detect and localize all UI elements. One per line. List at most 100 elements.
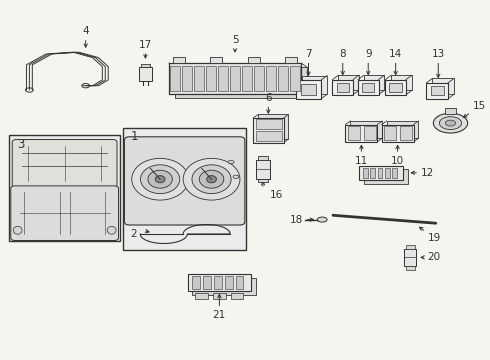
Text: 12: 12	[421, 168, 434, 178]
Ellipse shape	[107, 226, 116, 234]
Bar	[286, 57, 297, 63]
Bar	[364, 169, 408, 184]
Bar	[359, 166, 403, 180]
Bar	[173, 57, 185, 63]
Text: 8: 8	[340, 49, 346, 59]
Bar	[248, 57, 260, 63]
Bar	[170, 66, 180, 91]
FancyBboxPatch shape	[11, 186, 119, 240]
Bar	[231, 293, 244, 299]
Ellipse shape	[318, 217, 327, 222]
Ellipse shape	[440, 117, 462, 130]
Bar	[432, 78, 454, 94]
Bar	[431, 86, 444, 95]
Bar	[333, 80, 353, 95]
Bar	[301, 84, 316, 95]
Bar	[358, 80, 378, 95]
Text: 4: 4	[82, 26, 89, 36]
Bar	[139, 67, 152, 81]
Bar	[196, 293, 208, 299]
Text: 9: 9	[365, 49, 371, 59]
Bar	[377, 168, 382, 178]
Bar	[426, 83, 448, 99]
Bar	[384, 126, 396, 140]
Text: 3: 3	[18, 138, 25, 151]
Bar	[225, 276, 233, 289]
FancyBboxPatch shape	[124, 137, 245, 225]
Bar	[278, 66, 288, 91]
Bar	[404, 249, 416, 266]
Bar	[350, 121, 382, 138]
Bar	[193, 276, 200, 289]
Bar	[218, 66, 228, 91]
Bar	[182, 66, 192, 91]
Text: 15: 15	[473, 101, 486, 111]
Ellipse shape	[132, 158, 189, 200]
Text: 13: 13	[432, 49, 445, 59]
Ellipse shape	[148, 170, 172, 188]
Ellipse shape	[183, 158, 240, 200]
Bar	[193, 278, 256, 295]
Bar	[339, 75, 359, 90]
Bar	[242, 66, 252, 91]
Text: 16: 16	[270, 190, 284, 200]
Bar	[203, 276, 211, 289]
Text: 2: 2	[131, 229, 137, 239]
Bar	[390, 82, 402, 92]
Bar	[236, 276, 244, 289]
Bar	[392, 168, 397, 178]
Bar	[382, 125, 414, 142]
Bar	[406, 245, 415, 249]
Bar	[253, 118, 284, 143]
Bar	[9, 135, 121, 241]
Text: 20: 20	[427, 252, 441, 262]
Text: 10: 10	[391, 156, 404, 166]
Bar	[364, 75, 384, 90]
Text: 5: 5	[232, 35, 238, 45]
Bar	[302, 76, 327, 94]
Bar	[364, 126, 376, 140]
Text: 7: 7	[305, 49, 312, 59]
Text: 6: 6	[265, 93, 271, 103]
Text: 17: 17	[139, 40, 152, 50]
Ellipse shape	[233, 175, 239, 179]
Text: 21: 21	[213, 310, 226, 320]
Bar	[258, 114, 289, 139]
Bar	[194, 66, 204, 91]
Ellipse shape	[207, 176, 217, 183]
Bar	[188, 274, 251, 291]
Bar	[254, 66, 264, 91]
Bar	[206, 66, 216, 91]
Ellipse shape	[228, 161, 234, 164]
Bar	[345, 125, 377, 142]
Text: 1: 1	[130, 130, 138, 143]
Bar	[385, 168, 390, 178]
Ellipse shape	[141, 165, 180, 194]
Text: 11: 11	[355, 156, 368, 166]
FancyBboxPatch shape	[12, 140, 117, 188]
Text: 14: 14	[389, 49, 402, 59]
Text: 19: 19	[427, 233, 441, 243]
Bar	[230, 66, 240, 91]
Bar	[256, 160, 270, 179]
Bar	[400, 126, 412, 140]
Ellipse shape	[445, 120, 456, 126]
Ellipse shape	[155, 176, 165, 183]
Bar	[387, 121, 418, 138]
Bar	[258, 156, 268, 160]
Bar	[266, 66, 276, 91]
Bar	[213, 293, 226, 299]
Bar	[348, 126, 360, 140]
Bar	[123, 128, 246, 250]
Bar	[370, 168, 375, 178]
Ellipse shape	[433, 113, 467, 133]
Bar	[406, 266, 415, 270]
Bar	[169, 63, 301, 94]
Bar	[385, 80, 406, 95]
Ellipse shape	[199, 170, 224, 188]
Bar	[256, 119, 282, 129]
Bar	[391, 75, 412, 90]
Bar	[362, 82, 374, 92]
Bar	[296, 80, 321, 99]
Bar	[256, 131, 282, 141]
